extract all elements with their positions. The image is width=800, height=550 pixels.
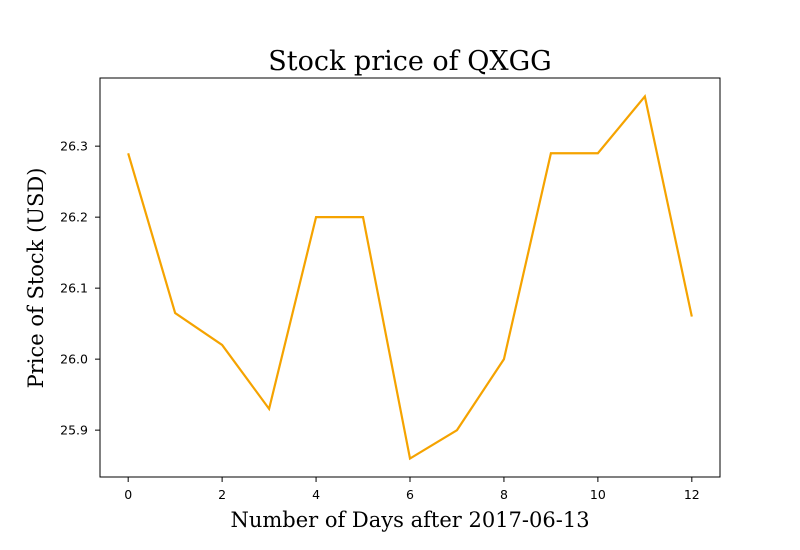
y-tick-label: 26.1 — [60, 281, 88, 296]
x-tick-label: 2 — [218, 487, 226, 502]
x-tick-label: 4 — [312, 487, 320, 502]
x-axis-ticks: 0 2 4 6 8 10 12 — [124, 477, 700, 502]
y-axis-ticks: 25.9 26.0 26.1 26.2 26.3 — [60, 139, 100, 438]
plot-area-frame — [99, 77, 721, 478]
series-line — [127, 94, 693, 461]
y-tick-label: 26.0 — [60, 352, 88, 367]
x-tick-label: 0 — [124, 487, 132, 502]
x-tick-label: 8 — [500, 487, 508, 502]
y-tick-label: 26.2 — [60, 210, 88, 225]
chart-title: Stock price of QXGG — [268, 46, 552, 77]
y-tick-label: 25.9 — [60, 423, 88, 438]
y-tick-label: 26.3 — [60, 139, 88, 154]
x-axis-label: Number of Days after 2017-06-13 — [230, 508, 589, 532]
x-tick-label: 6 — [406, 487, 414, 502]
y-axis-label: Price of Stock (USD) — [24, 168, 48, 389]
x-tick-label: 12 — [684, 487, 700, 502]
series-layer — [127, 94, 693, 461]
x-tick-label: 10 — [590, 487, 606, 502]
